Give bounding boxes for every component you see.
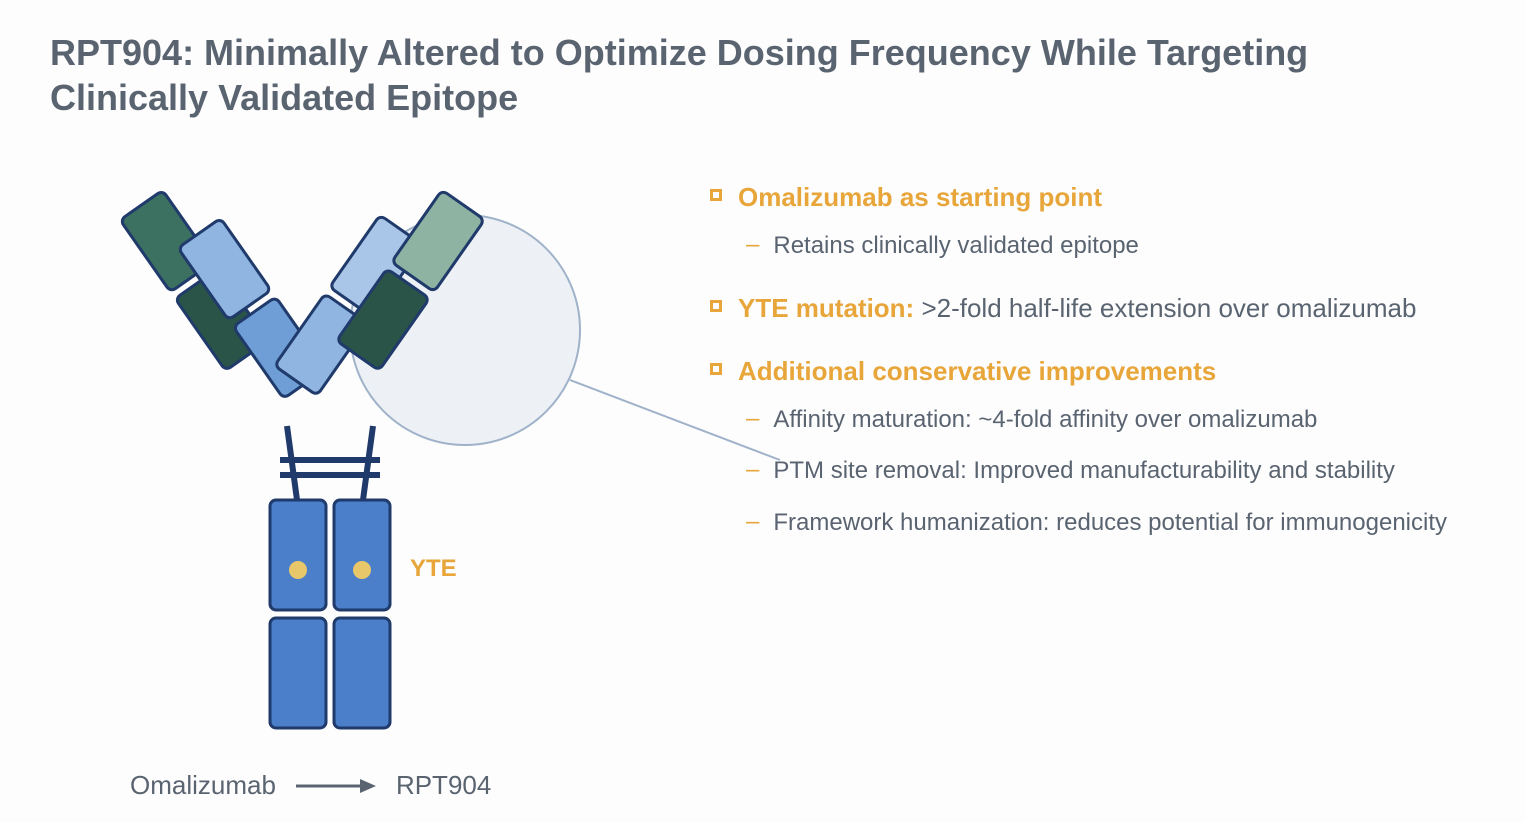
sub-list: – Retains clinically validated epitope <box>746 229 1475 263</box>
sub-item: – Retains clinically validated epitope <box>746 229 1475 263</box>
sub-text: PTM site removal: Improved manufacturabi… <box>773 454 1395 488</box>
sub-text: Framework humanization: reduces potentia… <box>773 506 1447 540</box>
sub-item: – Affinity maturation: ~4-fold affinity … <box>746 403 1475 437</box>
antibody-fc-stem <box>270 500 390 728</box>
bullet-list: Omalizumab as starting point – Retains c… <box>710 180 1475 540</box>
content-row: YTE Omalizumab RPT904 Omalizumab as star… <box>50 170 1475 795</box>
bullet-text: YTE mutation: >2-fold half-life extensio… <box>738 291 1416 326</box>
yte-dot-right <box>353 561 371 579</box>
caption-right: RPT904 <box>396 770 491 801</box>
yte-dot-left <box>289 561 307 579</box>
sub-list: – Affinity maturation: ~4-fold affinity … <box>746 403 1475 540</box>
antibody-diagram <box>50 170 810 790</box>
sub-text: Retains clinically validated epitope <box>773 229 1139 263</box>
bullet-rest: >2-fold half-life extension over omalizu… <box>914 293 1416 323</box>
yte-label: YTE <box>410 555 457 583</box>
sub-text: Affinity maturation: ~4-fold affinity ov… <box>773 403 1317 437</box>
sub-item: – PTM site removal: Improved manufactura… <box>746 454 1475 488</box>
bullet-item: Additional conservative improvements – A… <box>710 354 1475 540</box>
page-title: RPT904: Minimally Altered to Optimize Do… <box>50 30 1475 120</box>
bullet-item: Omalizumab as starting point – Retains c… <box>710 180 1475 263</box>
diagram-column: YTE Omalizumab RPT904 <box>50 170 650 795</box>
text-column: Omalizumab as starting point – Retains c… <box>710 170 1475 795</box>
caption-row: Omalizumab RPT904 <box>130 770 491 801</box>
sub-item: – Framework humanization: reduces potent… <box>746 506 1475 540</box>
caption-left: Omalizumab <box>130 770 276 801</box>
bullet-item: YTE mutation: >2-fold half-life extensio… <box>710 291 1475 326</box>
arrow-icon <box>296 776 376 796</box>
connector-line <box>570 380 780 460</box>
